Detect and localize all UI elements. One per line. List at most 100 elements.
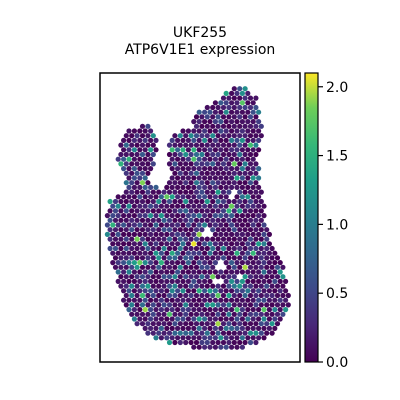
expression-spot [207, 166, 213, 172]
expression-spot [231, 161, 237, 167]
expression-spot [185, 156, 191, 162]
expression-spot [131, 222, 137, 228]
expression-spot [226, 330, 232, 336]
expression-spot [274, 302, 281, 308]
expression-spot [220, 330, 227, 336]
expression-spot [199, 217, 205, 223]
expression-spot [134, 198, 140, 205]
expression-spot [215, 311, 221, 317]
expression-spot [245, 250, 251, 256]
expression-spot [266, 269, 272, 275]
expression-spot [269, 311, 275, 317]
expression-spot [150, 245, 156, 252]
expression-spot [212, 222, 218, 228]
expression-spot [202, 203, 208, 209]
expression-spot [261, 231, 267, 237]
expression-spot [166, 339, 173, 346]
expression-spot [172, 161, 178, 167]
expression-spot [223, 288, 229, 294]
expression-spot [223, 175, 229, 181]
expression-spot [253, 283, 259, 289]
expression-spot [215, 208, 221, 214]
expression-spot [239, 147, 245, 153]
expression-spot [266, 316, 272, 322]
expression-spot [239, 175, 245, 181]
expression-spot [242, 189, 248, 195]
expression-spot [272, 269, 278, 275]
expression-spot [272, 250, 278, 256]
expression-spot [129, 189, 135, 195]
expression-spot [129, 274, 135, 280]
expression-spot [239, 307, 245, 313]
expression-spot [277, 278, 283, 284]
expression-spot [231, 292, 237, 299]
expression-spot [258, 245, 264, 252]
expression-spot [129, 208, 135, 214]
expression-spot [123, 245, 129, 252]
expression-spot [223, 335, 229, 341]
expression-spot [145, 302, 151, 308]
expression-spot [223, 297, 229, 303]
expression-spot [129, 264, 135, 270]
expression-spot [196, 241, 202, 247]
expression-spot [250, 325, 256, 331]
expression-spot [188, 236, 194, 242]
expression-spot [164, 316, 170, 322]
expression-spot [156, 255, 162, 261]
expression-spot [191, 222, 197, 228]
expression-spot [150, 142, 156, 148]
expression-spot [272, 288, 278, 294]
expression-spot [139, 180, 146, 186]
expression-spot [247, 208, 254, 214]
expression-spot [226, 321, 232, 327]
chart-title: UKF255 [172, 25, 228, 41]
expression-spot [148, 166, 154, 172]
expression-spot [150, 208, 156, 214]
expression-spot [183, 292, 189, 299]
expression-spot [121, 231, 127, 237]
expression-spot [204, 330, 210, 336]
expression-spot [126, 241, 132, 247]
expression-spot [166, 208, 173, 214]
expression-spot [210, 339, 216, 346]
expression-spot [156, 321, 162, 327]
expression-spot [145, 123, 151, 129]
expression-spot [172, 198, 178, 205]
expression-spot [264, 292, 270, 299]
expression-spot [150, 311, 156, 317]
expression-spot [207, 175, 213, 181]
expression-spot [118, 227, 124, 233]
expression-spot [261, 307, 267, 313]
expression-spot [229, 203, 235, 209]
expression-spot [237, 170, 243, 176]
expression-spot [204, 339, 210, 346]
expression-spot [188, 339, 194, 346]
expression-spot [172, 189, 178, 195]
expression-spot [218, 147, 224, 153]
expression-spot [212, 213, 218, 219]
expression-spot [177, 198, 183, 205]
expression-spot [142, 128, 148, 134]
expression-spot [234, 335, 240, 341]
expression-spot [145, 321, 151, 327]
expression-spot [110, 260, 116, 266]
expression-spot [239, 100, 245, 106]
expression-spot [193, 133, 200, 139]
expression-spot [137, 156, 143, 162]
expression-spot [145, 245, 151, 252]
expression-spot [223, 90, 229, 96]
expression-spot [145, 311, 151, 317]
expression-spot [212, 194, 218, 200]
expression-spot [250, 278, 256, 284]
expression-spot [191, 166, 197, 172]
expression-spot [172, 255, 178, 261]
expression-spot [199, 114, 205, 120]
expression-spot [264, 274, 270, 280]
expression-spot [183, 189, 189, 195]
expression-spot [193, 255, 200, 261]
expression-spot [191, 297, 197, 303]
expression-spot [183, 330, 189, 336]
expression-spot [285, 302, 291, 308]
expression-spot [280, 311, 286, 317]
expression-spot [183, 264, 189, 270]
